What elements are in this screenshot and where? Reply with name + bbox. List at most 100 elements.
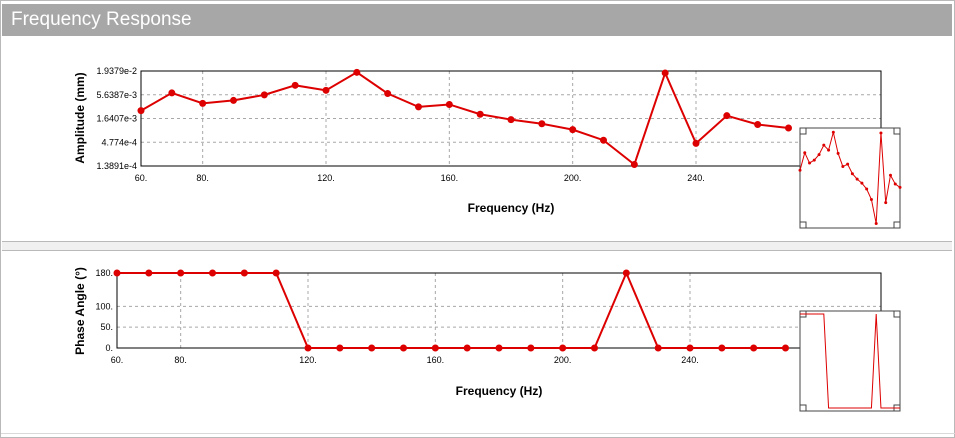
minimap-point [803, 151, 807, 155]
phase-x-axis-label: Frequency (Hz) [456, 384, 543, 398]
x-tick-label: 60. [111, 355, 124, 365]
minimap-point [812, 158, 816, 162]
phase-plot-area [116, 272, 882, 349]
phase-y-axis-label: Phase Angle (°) [73, 267, 87, 355]
data-point [291, 81, 299, 89]
y-tick-label: 5.6387e-3 [96, 90, 137, 100]
data-point [199, 99, 207, 107]
data-point [782, 344, 789, 352]
data-point [384, 90, 392, 98]
data-point [137, 107, 145, 115]
phase-minimap[interactable] [799, 310, 901, 412]
phase-chart: 180. 100. 50. 0. 60. 80. 120. 160. 200. 240. Fre… [73, 267, 901, 412]
data-point [113, 269, 121, 277]
x-tick-label: 240. [681, 355, 699, 365]
minimap-point [817, 153, 821, 157]
data-point [718, 344, 726, 352]
data-point [507, 116, 515, 124]
data-point [322, 86, 330, 94]
minimap-point [869, 198, 873, 202]
data-point [353, 68, 361, 76]
data-point [177, 269, 185, 277]
data-point [445, 100, 453, 108]
y-tick-label: 1.9379e-2 [96, 66, 137, 76]
minimap-point [855, 177, 859, 181]
phase-grid [117, 273, 881, 348]
data-point [209, 269, 216, 277]
minimap-resize-handle [893, 221, 901, 229]
x-tick-label: 160. [427, 355, 445, 365]
amplitude-series [137, 68, 792, 169]
data-point [260, 91, 268, 99]
x-tick-label: 120. [317, 173, 335, 183]
minimap-point [874, 222, 878, 226]
data-point [415, 103, 422, 111]
amplitude-y-ticks: 1.9379e-2 5.6387e-3 1.6407e-3 4.774e-4 1.389… [96, 66, 137, 171]
data-point [622, 269, 630, 277]
minimap-point [831, 130, 835, 134]
minimap-series-line [799, 132, 901, 224]
title-bar: Frequency Response [2, 4, 952, 36]
x-tick-label: 240. [687, 173, 705, 183]
minimap-frame [799, 127, 901, 229]
minimap-point [850, 172, 854, 176]
data-point [723, 112, 731, 120]
amplitude-plot-area [140, 70, 882, 167]
minimap-resize-handle [893, 127, 901, 135]
data-point [304, 344, 312, 352]
data-point [692, 139, 700, 147]
data-point [538, 120, 546, 128]
data-point [368, 344, 376, 352]
y-tick-label: 0. [105, 343, 113, 353]
data-point [559, 344, 567, 352]
data-point [336, 344, 344, 352]
data-point [495, 344, 503, 352]
minimap-point [836, 151, 840, 155]
data-point [785, 124, 792, 132]
minimap-point [860, 181, 864, 185]
x-tick-label: 120. [299, 355, 317, 365]
minimap-point [822, 143, 826, 147]
data-point [272, 269, 280, 277]
data-point [654, 344, 662, 352]
x-tick-label: 80. [174, 355, 187, 365]
amplitude-x-axis-label: Frequency (Hz) [468, 201, 555, 215]
data-point [431, 344, 439, 352]
data-point [569, 126, 577, 134]
data-point [476, 110, 484, 118]
amplitude-grid [141, 71, 881, 166]
minimap-resize-handle [893, 310, 901, 318]
minimap-resize-handle [799, 221, 807, 229]
data-point [240, 269, 248, 277]
y-tick-label: 1.6407e-3 [96, 114, 137, 124]
data-point [754, 121, 762, 129]
data-point [686, 344, 694, 352]
y-tick-label: 100. [95, 301, 113, 311]
amplitude-chart: 1.9379e-2 5.6387e-3 1.6407e-3 4.774e-4 1.389… [73, 66, 902, 229]
x-tick-label: 160. [441, 173, 459, 183]
y-tick-label: 4.774e-4 [101, 137, 137, 147]
minimap-point [865, 187, 869, 191]
chart-separator[interactable] [2, 241, 952, 251]
amplitude-x-ticks: 60. 80. 120. 160. 200. 240. [135, 173, 705, 183]
data-point [527, 344, 535, 352]
minimap-point [798, 168, 802, 172]
x-tick-label: 60. [135, 173, 148, 183]
x-tick-label: 200. [564, 173, 582, 183]
minimap-point [841, 165, 845, 169]
minimap-resize-handle [799, 127, 807, 135]
minimap-point [898, 185, 902, 189]
phase-y-ticks: 180. 100. 50. 0. [95, 268, 113, 353]
minimap-point [827, 148, 831, 152]
y-tick-label: 180. [95, 268, 113, 278]
bottom-divider [1, 433, 955, 434]
data-point [463, 344, 471, 352]
amplitude-minimap[interactable] [798, 127, 902, 229]
y-tick-label: 50. [100, 322, 113, 332]
data-point [591, 344, 598, 352]
minimap-frame [799, 310, 901, 412]
data-point [630, 161, 638, 169]
data-point [168, 89, 176, 97]
minimap-point [893, 182, 897, 186]
